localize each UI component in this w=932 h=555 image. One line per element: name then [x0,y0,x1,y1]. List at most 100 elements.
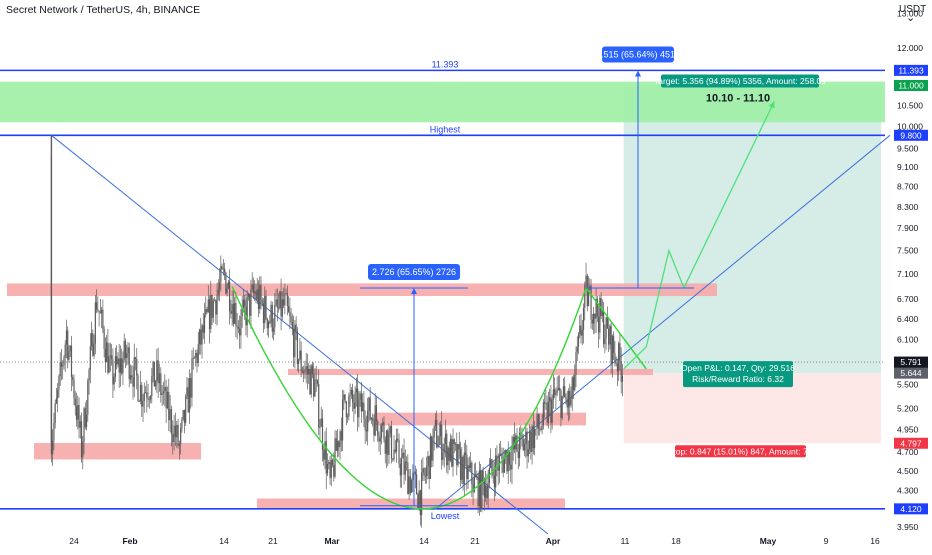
target-area[interactable] [623,85,881,374]
price-tag[interactable]: 11.393 [894,64,928,76]
candle [421,459,423,528]
candle [236,313,238,340]
candle [148,396,150,409]
ascending-trendline[interactable] [435,134,891,510]
candle [584,281,586,321]
candle [168,378,170,432]
price-tag[interactable]: 5.644 [894,367,928,379]
candle [446,429,448,473]
candle [58,374,60,398]
candle [190,373,192,409]
descending-trendline[interactable] [51,134,549,535]
zone-1[interactable] [7,283,717,297]
zone-3[interactable] [288,368,653,375]
price-tag[interactable]: 5.791 [894,356,928,368]
candle [363,391,365,428]
measure-tag-1[interactable] [368,264,460,281]
handle-line[interactable] [585,287,647,370]
projection-path[interactable] [623,101,775,370]
price-axis[interactable]: 3.9504.3004.5004.7004.9505.2005.5005.800… [894,8,928,532]
candle [275,289,277,307]
candle [284,283,286,315]
projection-arrowhead-icon [768,101,775,109]
candle [469,451,472,472]
candle [453,438,455,454]
candle [74,390,76,416]
candle [462,455,464,491]
candle [431,435,433,468]
price-tag[interactable]: 4.120 [894,503,928,515]
zone-0[interactable] [0,81,885,123]
y-tick-label: 6.100 [897,335,919,345]
candle [234,296,236,325]
candle [402,444,404,459]
candle [564,376,566,398]
candle [562,378,565,399]
candle [388,423,390,464]
candle [559,375,561,401]
candle [502,447,504,478]
candle [196,349,198,373]
overlays-layer: 10.10 - 11.10 2.726 (65.65%) 2726 4.515 (6… [231,46,826,510]
candle [581,320,583,346]
candle [303,365,305,383]
x-tick-label: 14 [419,536,429,546]
candle [54,399,56,429]
lines-layer: 11.393 Highest Lowest [0,59,891,535]
candle [383,416,385,443]
candle [586,273,588,312]
x-tick-label: 14 [219,536,229,546]
candle [451,435,453,468]
currency-chevron-icon[interactable]: ⌄ [906,12,915,24]
candle [547,391,549,429]
target-tag[interactable] [661,74,819,88]
candle [187,378,189,413]
candle [497,453,499,486]
candle [620,347,622,394]
zones-layer [0,81,885,509]
candle [177,418,179,449]
price-tag[interactable]: 9.800 [894,129,928,141]
pnl-tag[interactable] [683,361,793,388]
candle [576,336,578,362]
candle [552,374,555,409]
zone-2[interactable] [34,442,201,460]
zone-5[interactable] [257,498,565,509]
candle [374,393,376,437]
candle [616,359,619,387]
measure-tag-2[interactable] [602,46,674,63]
candle [395,428,398,463]
candle [398,433,400,468]
candle [67,326,69,369]
candle [107,328,109,375]
zone-4[interactable] [374,412,586,426]
candle [545,389,547,410]
candle [102,299,104,333]
candle [560,388,562,427]
currency-label: USDT [899,4,926,15]
candle [259,276,261,314]
stop-tag[interactable] [675,445,806,458]
candle [621,363,624,397]
candle [280,278,282,331]
time-axis[interactable]: 24 Feb 14 21 Mar 14 21 Apr 11 18 May 9 16 [69,536,880,546]
candle [370,416,373,425]
candle [220,255,222,292]
svg-text:4.797: 4.797 [900,438,922,448]
x-tick-label: Feb [122,536,137,546]
candle [301,366,304,374]
candle [348,392,350,421]
candle [537,413,539,436]
candle [53,412,55,451]
candle [508,451,511,471]
cup-curve[interactable] [231,286,587,510]
candle [339,429,341,460]
price-tag[interactable]: 11.000 [894,80,928,92]
candle [355,377,357,407]
candle [122,351,124,386]
price-tag[interactable]: 4.797 [894,437,928,449]
candle [326,453,329,477]
candle [315,365,317,393]
